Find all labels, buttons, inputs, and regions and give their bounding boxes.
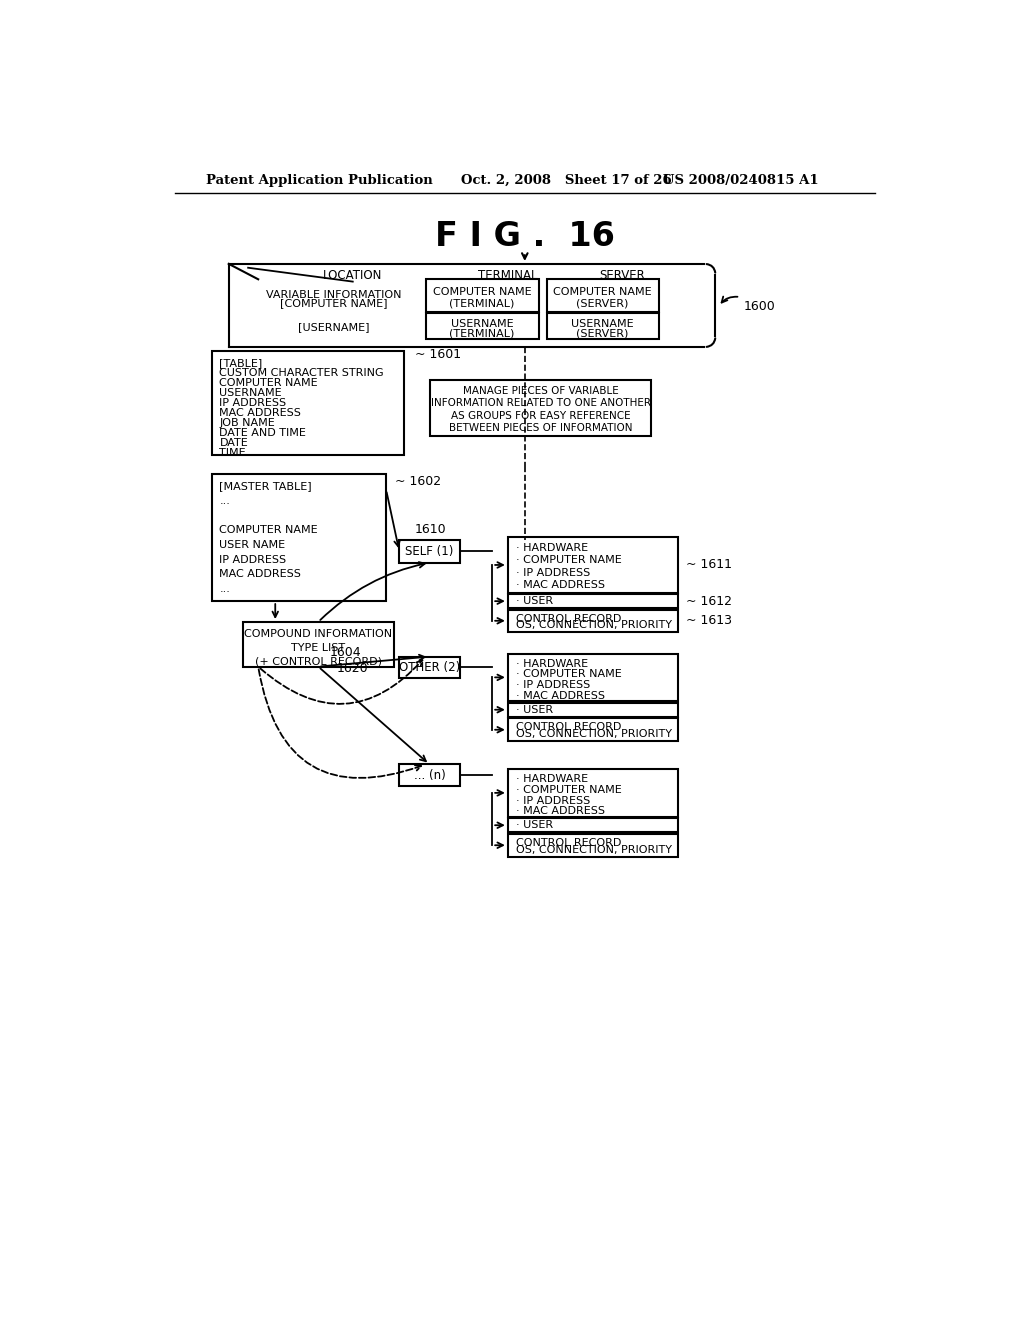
Text: (SERVER): (SERVER) [577, 329, 629, 338]
Text: [TABLE]: [TABLE] [219, 358, 263, 368]
Bar [212, 474, 386, 601]
Text: · USER: · USER [515, 705, 553, 714]
Text: COMPUTER NAME: COMPUTER NAME [553, 288, 651, 297]
Text: · USER: · USER [515, 820, 553, 830]
Text: OS, CONNECTION, PRIORITY: OS, CONNECTION, PRIORITY [515, 730, 672, 739]
Text: COMPOUND INFORMATION: COMPOUND INFORMATION [244, 630, 392, 639]
Text: LOCATION: LOCATION [323, 269, 382, 282]
Text: JOB NAME: JOB NAME [219, 418, 275, 428]
Text: [USERNAME]: [USERNAME] [298, 322, 369, 333]
Text: OTHER (2): OTHER (2) [399, 661, 460, 675]
Text: IP ADDRESS: IP ADDRESS [219, 399, 287, 408]
Text: ~ 1612: ~ 1612 [686, 594, 732, 607]
Text: INFORMATION RELATED TO ONE ANOTHER: INFORMATION RELATED TO ONE ANOTHER [431, 399, 650, 408]
Bar [508, 834, 678, 857]
Text: (+ CONTROL RECORD): (+ CONTROL RECORD) [255, 657, 382, 667]
Text: ...: ... [219, 496, 230, 506]
Bar [399, 764, 460, 785]
Bar [508, 818, 678, 832]
Text: VARIABLE INFORMATION: VARIABLE INFORMATION [265, 289, 401, 300]
Bar [399, 656, 460, 678]
Text: (TERMINAL): (TERMINAL) [450, 298, 515, 308]
Text: USER NAME: USER NAME [219, 540, 286, 550]
Text: · IP ADDRESS: · IP ADDRESS [515, 680, 590, 690]
Text: · HARDWARE: · HARDWARE [515, 774, 588, 784]
Text: OS, CONNECTION, PRIORITY: OS, CONNECTION, PRIORITY [515, 845, 672, 855]
Text: Patent Application Publication: Patent Application Publication [206, 174, 432, 187]
Text: US 2008/0240815 A1: US 2008/0240815 A1 [663, 174, 818, 187]
Text: SELF (1): SELF (1) [406, 545, 454, 557]
Bar [508, 718, 678, 742]
Text: ~ 1611: ~ 1611 [686, 558, 732, 572]
Text: 1610: 1610 [415, 523, 446, 536]
Bar [212, 351, 403, 455]
Bar [508, 702, 678, 717]
Text: MAC ADDRESS: MAC ADDRESS [219, 408, 301, 418]
Text: CONTROL RECORD: CONTROL RECORD [515, 614, 621, 624]
Bar [430, 380, 651, 436]
Text: (TERMINAL): (TERMINAL) [450, 329, 515, 338]
Text: · IP ADDRESS: · IP ADDRESS [515, 568, 590, 578]
Text: 1620: 1620 [337, 661, 369, 675]
Text: CONTROL RECORD: CONTROL RECORD [515, 838, 621, 847]
Text: MAC ADDRESS: MAC ADDRESS [219, 569, 301, 579]
Text: OS, CONNECTION, PRIORITY: OS, CONNECTION, PRIORITY [515, 620, 672, 630]
Bar [547, 279, 658, 313]
Text: COMPUTER NAME: COMPUTER NAME [433, 288, 531, 297]
Text: ~ 1602: ~ 1602 [395, 475, 441, 488]
Text: · IP ADDRESS: · IP ADDRESS [515, 796, 590, 805]
Bar [426, 313, 539, 339]
Text: CUSTOM CHARACTER STRING: CUSTOM CHARACTER STRING [219, 368, 384, 379]
Text: ~ 1601: ~ 1601 [415, 348, 461, 362]
Bar [547, 313, 658, 339]
Text: 1600: 1600 [744, 300, 776, 313]
Bar [243, 622, 394, 667]
Bar [508, 770, 678, 817]
Text: · USER: · USER [515, 597, 553, 606]
Text: CONTROL RECORD: CONTROL RECORD [515, 722, 621, 733]
Text: DATE AND TIME: DATE AND TIME [219, 428, 306, 438]
Bar [426, 279, 539, 313]
Text: [COMPUTER NAME]: [COMPUTER NAME] [280, 298, 387, 308]
Text: USERNAME: USERNAME [571, 319, 634, 329]
Text: · COMPUTER NAME: · COMPUTER NAME [515, 785, 622, 795]
Text: DATE: DATE [219, 438, 248, 449]
Text: ...: ... [219, 583, 230, 594]
Bar [508, 653, 678, 701]
Bar [508, 610, 678, 632]
Text: · COMPUTER NAME: · COMPUTER NAME [515, 669, 622, 680]
Bar [508, 594, 678, 609]
Bar [508, 537, 678, 593]
Text: · MAC ADDRESS: · MAC ADDRESS [515, 807, 604, 816]
Bar [399, 540, 460, 562]
Text: 1604: 1604 [330, 647, 361, 659]
Text: BETWEEN PIECES OF INFORMATION: BETWEEN PIECES OF INFORMATION [449, 422, 633, 433]
Text: COMPUTER NAME: COMPUTER NAME [219, 525, 318, 536]
Text: (SERVER): (SERVER) [577, 298, 629, 308]
Text: · HARDWARE: · HARDWARE [515, 543, 588, 553]
Text: · MAC ADDRESS: · MAC ADDRESS [515, 690, 604, 701]
Text: TYPE LIST: TYPE LIST [291, 643, 345, 653]
Text: · MAC ADDRESS: · MAC ADDRESS [515, 579, 604, 590]
Text: ... (n): ... (n) [414, 768, 445, 781]
Text: TERMINAL: TERMINAL [478, 269, 538, 282]
Text: USERNAME: USERNAME [219, 388, 282, 399]
Text: TIME: TIME [219, 449, 246, 458]
Text: · HARDWARE: · HARDWARE [515, 659, 588, 668]
Text: USERNAME: USERNAME [451, 319, 513, 329]
Text: [MASTER TABLE]: [MASTER TABLE] [219, 482, 312, 491]
Text: MANAGE PIECES OF VARIABLE: MANAGE PIECES OF VARIABLE [463, 385, 618, 396]
Text: AS GROUPS FOR EASY REFERENCE: AS GROUPS FOR EASY REFERENCE [451, 411, 631, 421]
Text: · COMPUTER NAME: · COMPUTER NAME [515, 556, 622, 565]
Text: IP ADDRESS: IP ADDRESS [219, 554, 287, 565]
Text: F I G .  16: F I G . 16 [435, 220, 614, 253]
Text: SERVER: SERVER [600, 269, 645, 282]
Text: Oct. 2, 2008   Sheet 17 of 26: Oct. 2, 2008 Sheet 17 of 26 [461, 174, 672, 187]
Text: ~ 1613: ~ 1613 [686, 614, 732, 627]
Text: COMPUTER NAME: COMPUTER NAME [219, 379, 318, 388]
